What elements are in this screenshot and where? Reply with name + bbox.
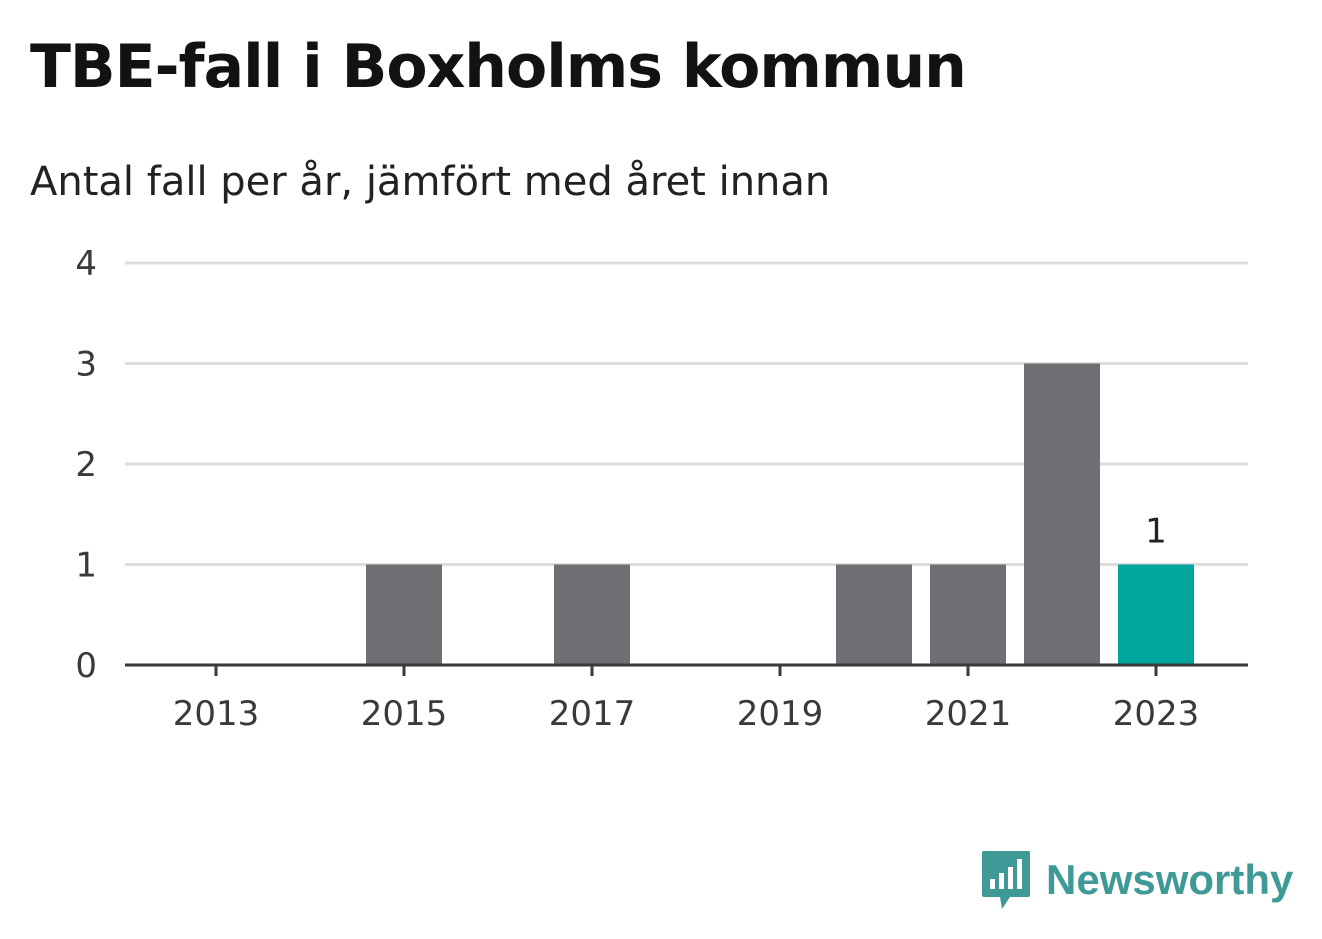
axes [125, 663, 1248, 676]
newsworthy-logo-icon [982, 851, 1030, 909]
bar-2021 [930, 564, 1006, 665]
x-tick-label: 2023 [1113, 694, 1200, 734]
x-tick-label: 2015 [361, 694, 448, 734]
bars [366, 363, 1194, 665]
bar-2020 [836, 564, 912, 665]
bar-2023 [1118, 564, 1194, 665]
bar-2017 [554, 564, 630, 665]
x-tick-label: 2019 [737, 694, 824, 734]
brand-name: Newsworthy [1046, 856, 1294, 903]
chart-subtitle: Antal fall per år, jämfört med året inna… [30, 159, 831, 205]
y-tick-label: 3 [75, 345, 97, 385]
data-label-2023: 1 [1145, 512, 1167, 552]
newsworthy-logo: Newsworthy [980, 848, 1293, 912]
bar-2015 [366, 564, 442, 665]
y-tick-label: 2 [75, 445, 97, 485]
y-tick-label: 1 [75, 546, 97, 586]
chart-title: TBE-fall i Boxholms kommun [30, 32, 967, 102]
labels: 0 1 2 3 4 2013 2015 2017 2019 2021 2023 1 [75, 244, 1199, 734]
x-tick-label: 2017 [549, 694, 636, 734]
y-tick-label: 4 [75, 244, 97, 284]
x-tick-label: 2021 [925, 694, 1012, 734]
bar-2022 [1024, 363, 1100, 665]
x-tick-label: 2013 [173, 694, 260, 734]
y-tick-label: 0 [75, 646, 97, 686]
